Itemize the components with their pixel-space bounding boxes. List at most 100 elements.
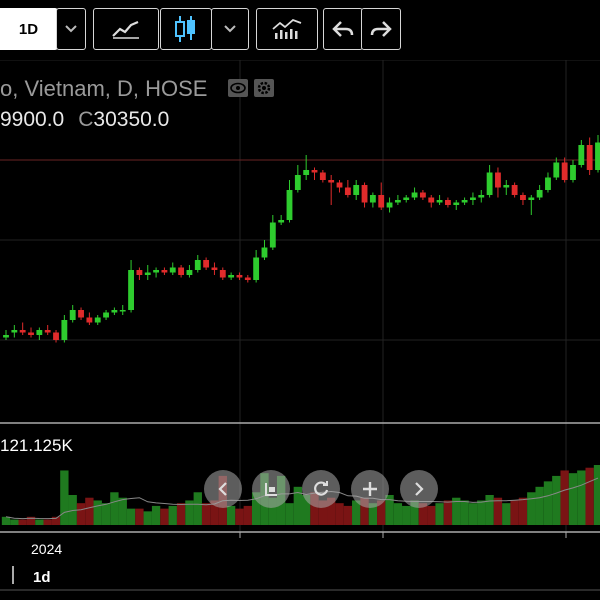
candle-body (194, 260, 201, 270)
candle-body (520, 195, 526, 200)
candle-body (570, 165, 576, 180)
candle-body (336, 182, 343, 188)
candlestick-icon (175, 16, 195, 42)
volume-bar (85, 497, 94, 525)
volume-bar (368, 503, 378, 525)
volume-bar (502, 503, 511, 525)
indicators-button[interactable] (256, 8, 318, 50)
candle-body (128, 270, 134, 310)
candle-body (3, 335, 9, 338)
chart-type-dropdown-button[interactable] (211, 8, 249, 50)
zoom-in-button[interactable] (351, 470, 389, 508)
scroll-right-button[interactable] (400, 470, 438, 508)
redo-button[interactable] (361, 8, 401, 50)
chart-type-candle-button[interactable] (160, 8, 212, 50)
volume-bar (185, 500, 194, 525)
volume-bar (135, 508, 144, 525)
eye-icon[interactable] (227, 79, 248, 97)
volume-bar (60, 470, 69, 525)
volume-bar (151, 505, 161, 525)
candle-body (303, 170, 310, 175)
close-prefix: C (78, 108, 94, 131)
candle-body (503, 185, 510, 188)
candle-body (319, 172, 326, 180)
volume-bar (101, 503, 111, 525)
candle-body (53, 332, 59, 340)
candle-body (103, 312, 109, 318)
candle-body (369, 195, 376, 203)
candle-body (328, 180, 335, 183)
volume-bar (143, 511, 152, 525)
candle-body (545, 177, 551, 190)
undo-button[interactable] (323, 8, 363, 50)
reset-zoom-button[interactable] (252, 470, 290, 508)
interval-dropdown-button[interactable] (56, 8, 86, 50)
line-chart-icon (112, 20, 139, 39)
volume-bar (76, 503, 86, 525)
scroll-left-button[interactable] (204, 470, 242, 508)
chart-type-line-button[interactable] (93, 8, 159, 50)
candle-body (153, 270, 160, 273)
volume-bar (126, 508, 136, 525)
candle-body (11, 330, 18, 333)
volume-bar (477, 500, 486, 525)
volume-group (1, 465, 600, 525)
volume-bar (485, 495, 494, 525)
volume-bar (443, 500, 453, 525)
interval-button[interactable]: 1D (0, 8, 58, 50)
volume-bar (343, 505, 353, 525)
candle-body (261, 247, 268, 258)
volume-bar (468, 503, 478, 525)
refresh-icon (314, 481, 329, 496)
volume-bar (310, 492, 319, 525)
volume-bar (402, 505, 411, 525)
candle-body (386, 202, 393, 208)
volume-bar (327, 497, 336, 525)
volume-bar (393, 503, 403, 525)
volume-bar (285, 503, 294, 525)
undo-icon (332, 21, 354, 37)
volume-bar (552, 475, 561, 525)
grid (0, 60, 600, 535)
interval-label: 1D (18, 20, 39, 38)
candle-body (561, 162, 568, 180)
candle-body (378, 195, 385, 208)
volume-bar (410, 500, 419, 525)
volume-bar (118, 497, 127, 525)
candle-body (453, 202, 460, 205)
volume-bar (527, 492, 536, 525)
candle-body (86, 317, 93, 323)
volume-bar (168, 505, 177, 525)
candle-body (36, 330, 43, 335)
volume-bar (235, 508, 244, 525)
volume-bar (1, 516, 11, 525)
volume-bar (452, 497, 461, 525)
candle-body (228, 275, 235, 278)
price-chart[interactable] (0, 60, 600, 600)
candle-body (28, 332, 34, 335)
candle-body (294, 175, 301, 190)
volume-bar (543, 481, 553, 525)
candle-body (236, 275, 243, 278)
x-axis-label-2024: 2024 (31, 541, 63, 557)
candle-body (528, 197, 535, 200)
volume-bar (35, 519, 44, 525)
bottom-interval-button[interactable]: 1d (33, 569, 51, 586)
volume-bar (435, 503, 444, 525)
volume-bar (352, 500, 361, 525)
volume-bar (385, 495, 394, 525)
candle-body (119, 310, 126, 312)
ohlc-legend: 9900.0 C30350.0 (0, 108, 169, 132)
gear-icon[interactable] (253, 79, 274, 97)
candle-body (553, 162, 560, 178)
candle-body (403, 197, 410, 200)
candle-body (361, 185, 368, 203)
volume-bar (418, 503, 428, 525)
candle-body (186, 270, 193, 275)
volume-bar (335, 503, 344, 525)
volume-bar (377, 500, 386, 525)
redo-icon (370, 21, 392, 37)
refresh-button[interactable] (302, 470, 340, 508)
volume-bar (226, 505, 236, 525)
candle-body (478, 195, 485, 198)
